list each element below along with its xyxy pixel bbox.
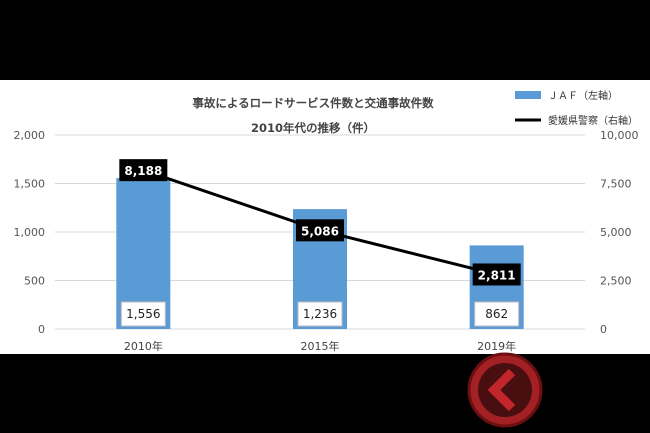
x-tick-label: 2019年 — [477, 339, 516, 353]
right-tick-label: 0 — [600, 323, 607, 336]
bar-data-label: 862 — [485, 307, 508, 321]
chart-panel: 1,556 1,236 862 8,188 5,086 2,811 0 500 1,000 1… — [0, 80, 650, 354]
bar-label-box — [120, 301, 166, 327]
legend: ＪＡＦ（左軸） 愛媛県警察（右軸） — [515, 89, 638, 127]
right-tick-label: 5,000 — [600, 226, 632, 239]
line-label-box — [296, 219, 344, 242]
right-axis: 0 2,500 5,000 7,500 10,000 — [600, 129, 639, 336]
x-tick-label: 2010年 — [124, 339, 163, 353]
line-data-label: 5,086 — [301, 224, 339, 238]
right-tick-label: 10,000 — [600, 129, 639, 142]
right-tick-label: 7,500 — [600, 178, 632, 191]
line-series: 8,188 5,086 2,811 — [119, 159, 521, 286]
left-tick-label: 500 — [24, 275, 45, 288]
bar-data-label: 1,556 — [126, 307, 160, 321]
legend-bar-label: ＪＡＦ（左軸） — [548, 89, 618, 102]
bar-series: 1,556 1,236 862 — [116, 178, 524, 329]
combo-chart: 1,556 1,236 862 8,188 5,086 2,811 0 500 1,000 1… — [14, 89, 639, 353]
left-tick-label: 1,500 — [14, 178, 46, 191]
right-tick-label: 2,500 — [600, 275, 632, 288]
line-data-label: 2,811 — [478, 268, 516, 282]
left-tick-label: 2,000 — [14, 129, 46, 142]
legend-bar-swatch — [515, 91, 541, 99]
x-tick-label: 2015年 — [301, 339, 340, 353]
bar-label-box — [297, 301, 343, 327]
chart-subtitle: 2010年代の推移（件） — [251, 121, 375, 135]
left-tick-label: 0 — [38, 323, 45, 336]
line-data-label: 8,188 — [124, 164, 162, 178]
legend-line-label: 愛媛県警察（右軸） — [548, 114, 638, 127]
bar-data-label: 1,236 — [303, 307, 337, 321]
line-label-box — [472, 263, 521, 286]
left-tick-label: 1,000 — [14, 226, 46, 239]
bar-label-box — [474, 301, 520, 327]
x-axis: 2010年 2015年 2019年 — [124, 339, 516, 353]
chart-title: 事故によるロードサービス件数と交通事故件数 — [192, 96, 434, 110]
watermark-logo-icon — [467, 352, 543, 428]
left-axis: 0 500 1,000 1,500 2,000 — [14, 129, 46, 336]
line-label-box — [119, 159, 168, 182]
